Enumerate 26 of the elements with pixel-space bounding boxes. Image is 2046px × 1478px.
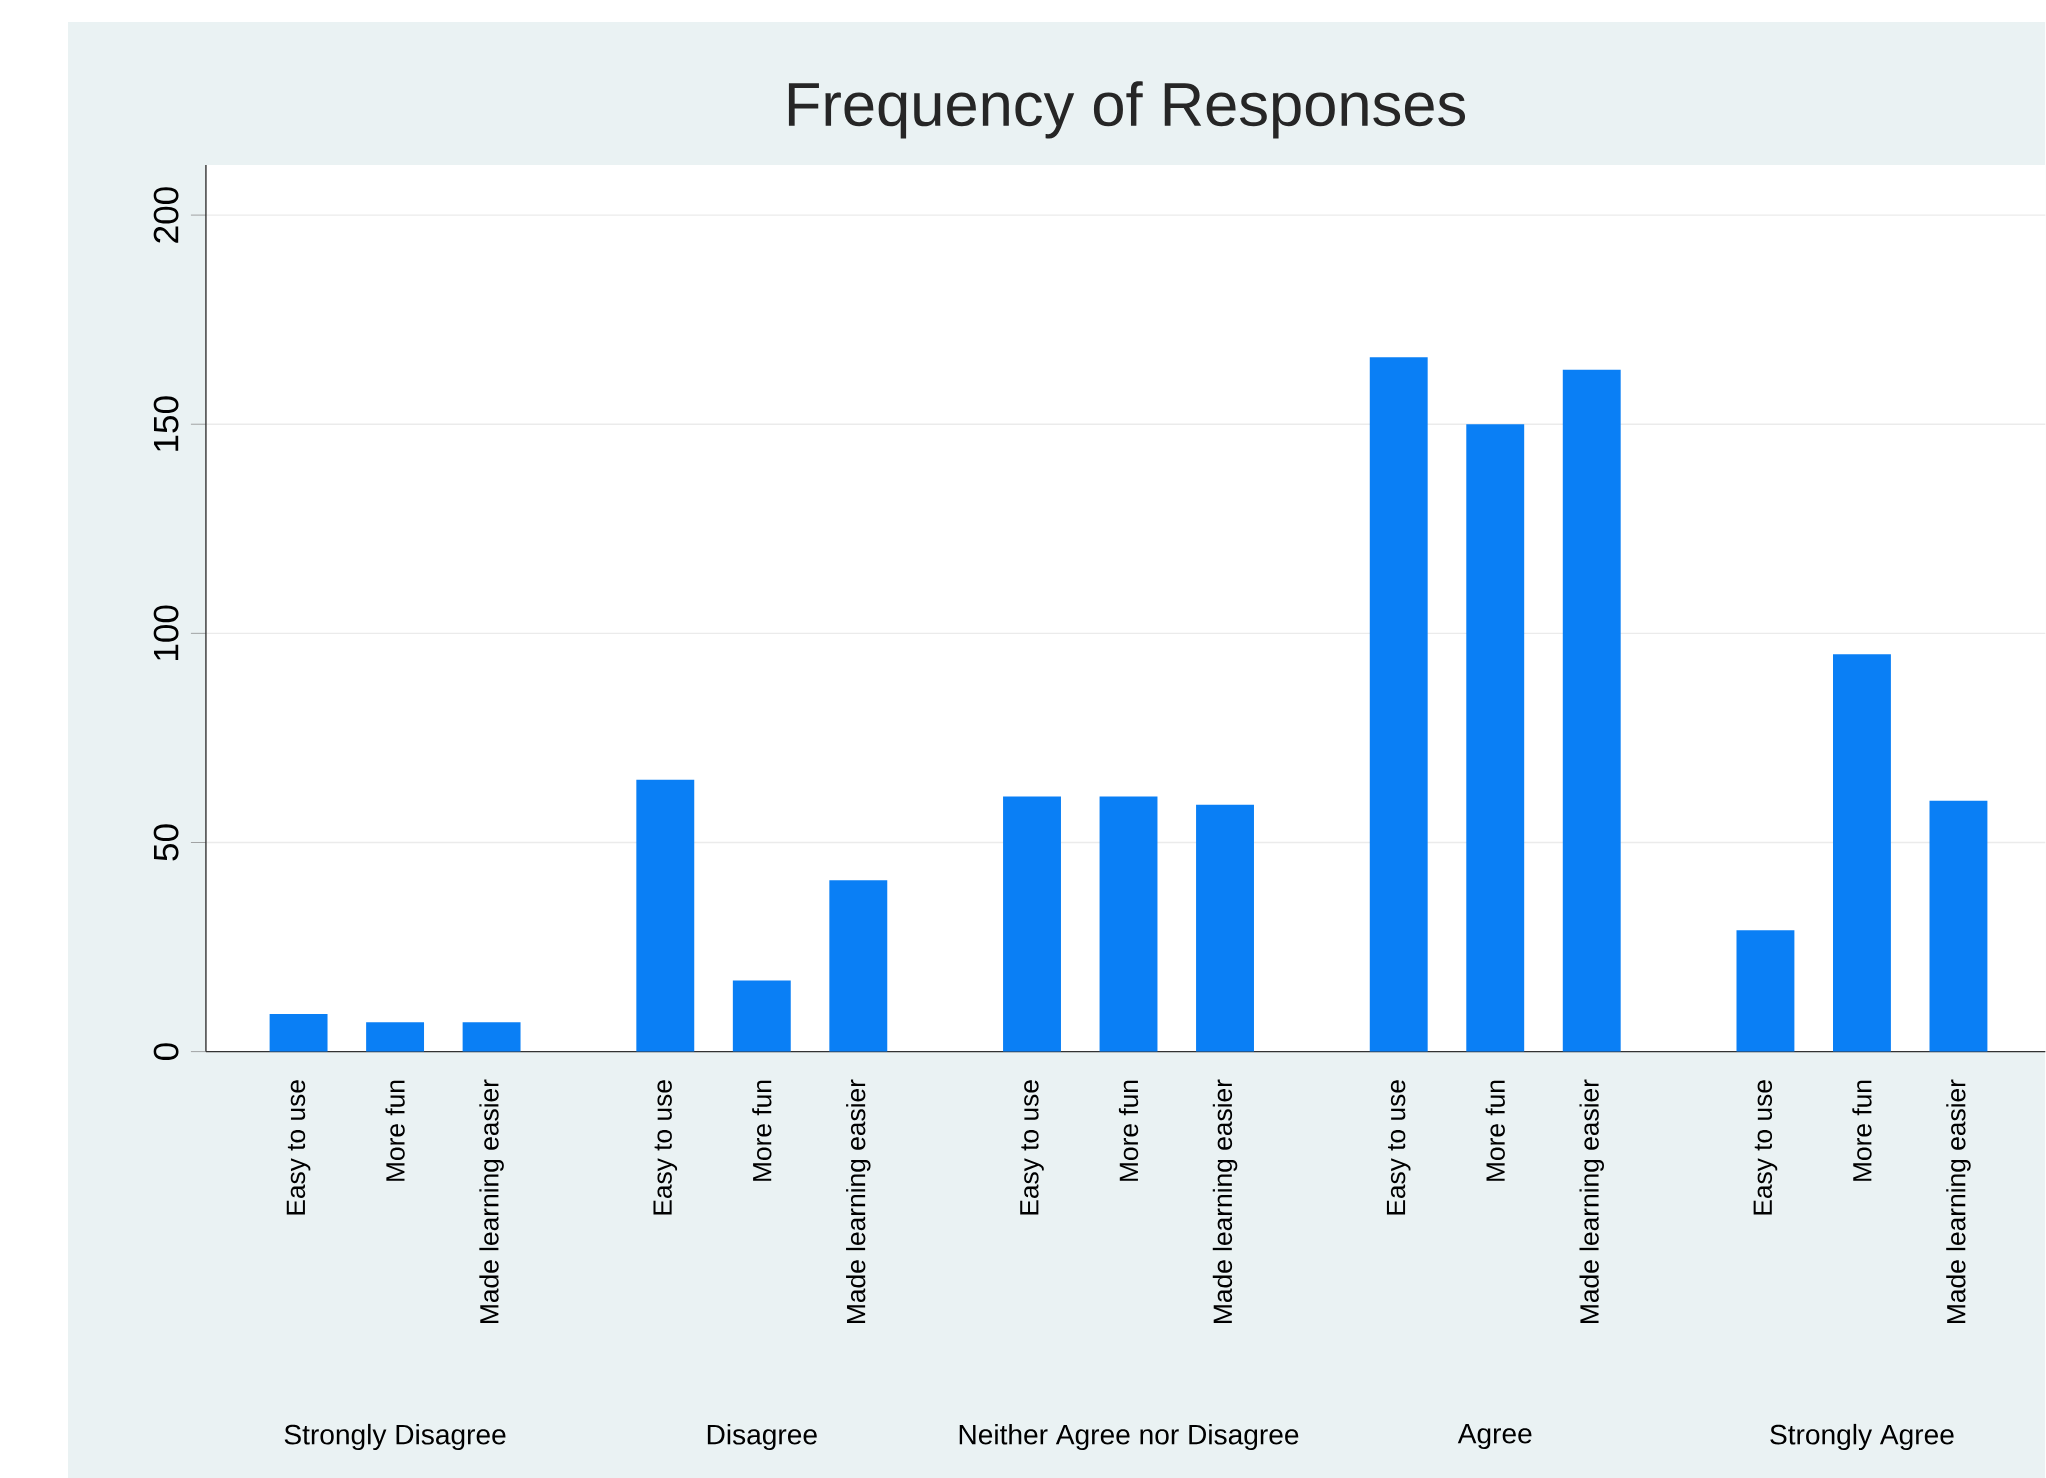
x-tick-label: Easy to use	[286, 1079, 311, 1215]
x-tick-label: Made learning easier	[1579, 1079, 1605, 1323]
x-tick-label: Made learning easier	[1946, 1079, 1971, 1323]
y-tick-label: 200	[153, 186, 179, 243]
y-tick-label: 100	[153, 605, 179, 660]
y-tick-label: 0	[153, 1042, 179, 1060]
x-tick-label: More fun	[1485, 1080, 1505, 1181]
x-tick-label: More fun	[752, 1080, 772, 1181]
x-tick-label: More fun	[385, 1080, 405, 1181]
x-tick-label: Easy to use	[1753, 1079, 1778, 1215]
text: Strongly Agree	[1770, 1423, 1954, 1450]
x-tick-label: Made learning easier	[846, 1079, 871, 1323]
x-tick-label: Made learning easier	[1212, 1079, 1238, 1323]
x-tick-label: More fun	[1118, 1080, 1139, 1181]
text: Neither Agree nor Disagree	[959, 1423, 1299, 1450]
y-tick-label: 50	[153, 824, 179, 861]
chart-title: Frequency of Responses	[788, 80, 1466, 139]
x-tick-label: Made learning easier	[479, 1079, 504, 1323]
x-tick-label: More fun	[1852, 1080, 1872, 1181]
text: Strongly Disagree	[284, 1423, 506, 1450]
y-tick-label: 150	[153, 396, 179, 451]
x-tick-label: Easy to use	[1020, 1079, 1044, 1215]
text: Agree	[1457, 1423, 1532, 1449]
text: Disagree	[707, 1423, 817, 1450]
x-tick-label: Easy to use	[653, 1079, 678, 1215]
x-tick-label: Easy to use	[1386, 1079, 1411, 1215]
